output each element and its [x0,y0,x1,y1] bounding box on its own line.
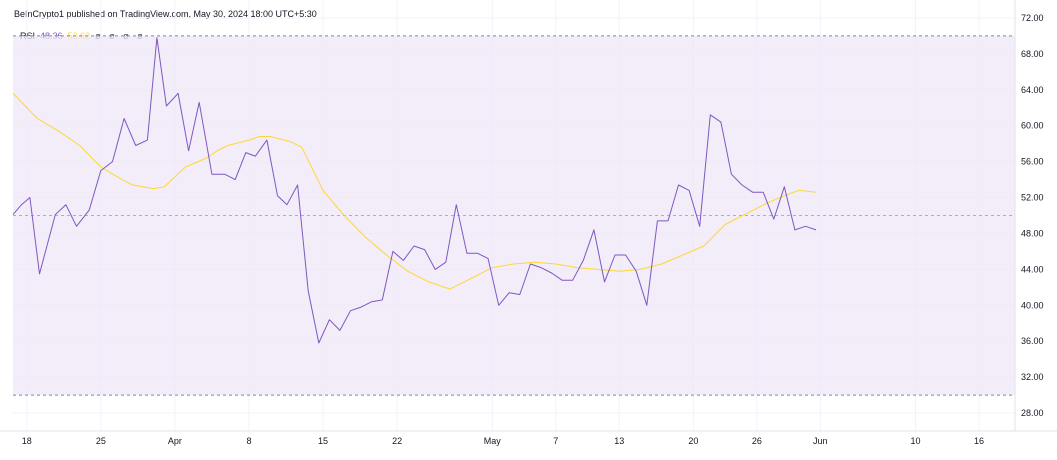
x-tick-label: 18 [22,436,32,446]
rsi-line [12,37,817,344]
x-tick-label: 8 [246,436,251,446]
x-tick-label: 25 [96,436,106,446]
time-scale: 18 25 Apr 8 15 22 May 7 13 20 26 Jun 10 16 [22,436,984,446]
ma-line [12,93,817,290]
x-tick-label: 22 [392,436,402,446]
x-tick-label: 26 [752,436,762,446]
series-group [12,37,817,344]
x-tick-label: Jun [813,436,828,446]
x-tick-label: 15 [318,436,328,446]
y-tick-label: 68.00 [1021,49,1044,59]
y-tick-label: 36.00 [1021,336,1044,346]
x-tick-label: 10 [911,436,921,446]
y-tick-label: 60.00 [1021,121,1044,131]
x-tick-label: 7 [553,436,558,446]
y-tick-label: 48.00 [1021,228,1044,238]
y-tick-label: 72.00 [1021,13,1044,23]
publication-header: BeInCrypto1 published on TradingView.com… [14,9,317,19]
x-tick-label: 20 [688,436,698,446]
price-scale: 72.00 68.00 64.00 60.00 56.00 52.00 48.00 44.00… [1021,13,1044,418]
y-tick-label: 40.00 [1021,300,1044,310]
x-tick-label: Apr [168,436,182,446]
y-tick-label: 44.00 [1021,264,1044,274]
y-tick-label: 64.00 [1021,85,1044,95]
y-tick-label: 56.00 [1021,157,1044,167]
y-tick-label: 28.00 [1021,408,1044,418]
y-tick-label: 32.00 [1021,372,1044,382]
x-tick-label: 13 [614,436,624,446]
x-tick-label: May [484,436,502,446]
y-tick-label: 52.00 [1021,193,1044,203]
x-tick-label: 16 [974,436,984,446]
